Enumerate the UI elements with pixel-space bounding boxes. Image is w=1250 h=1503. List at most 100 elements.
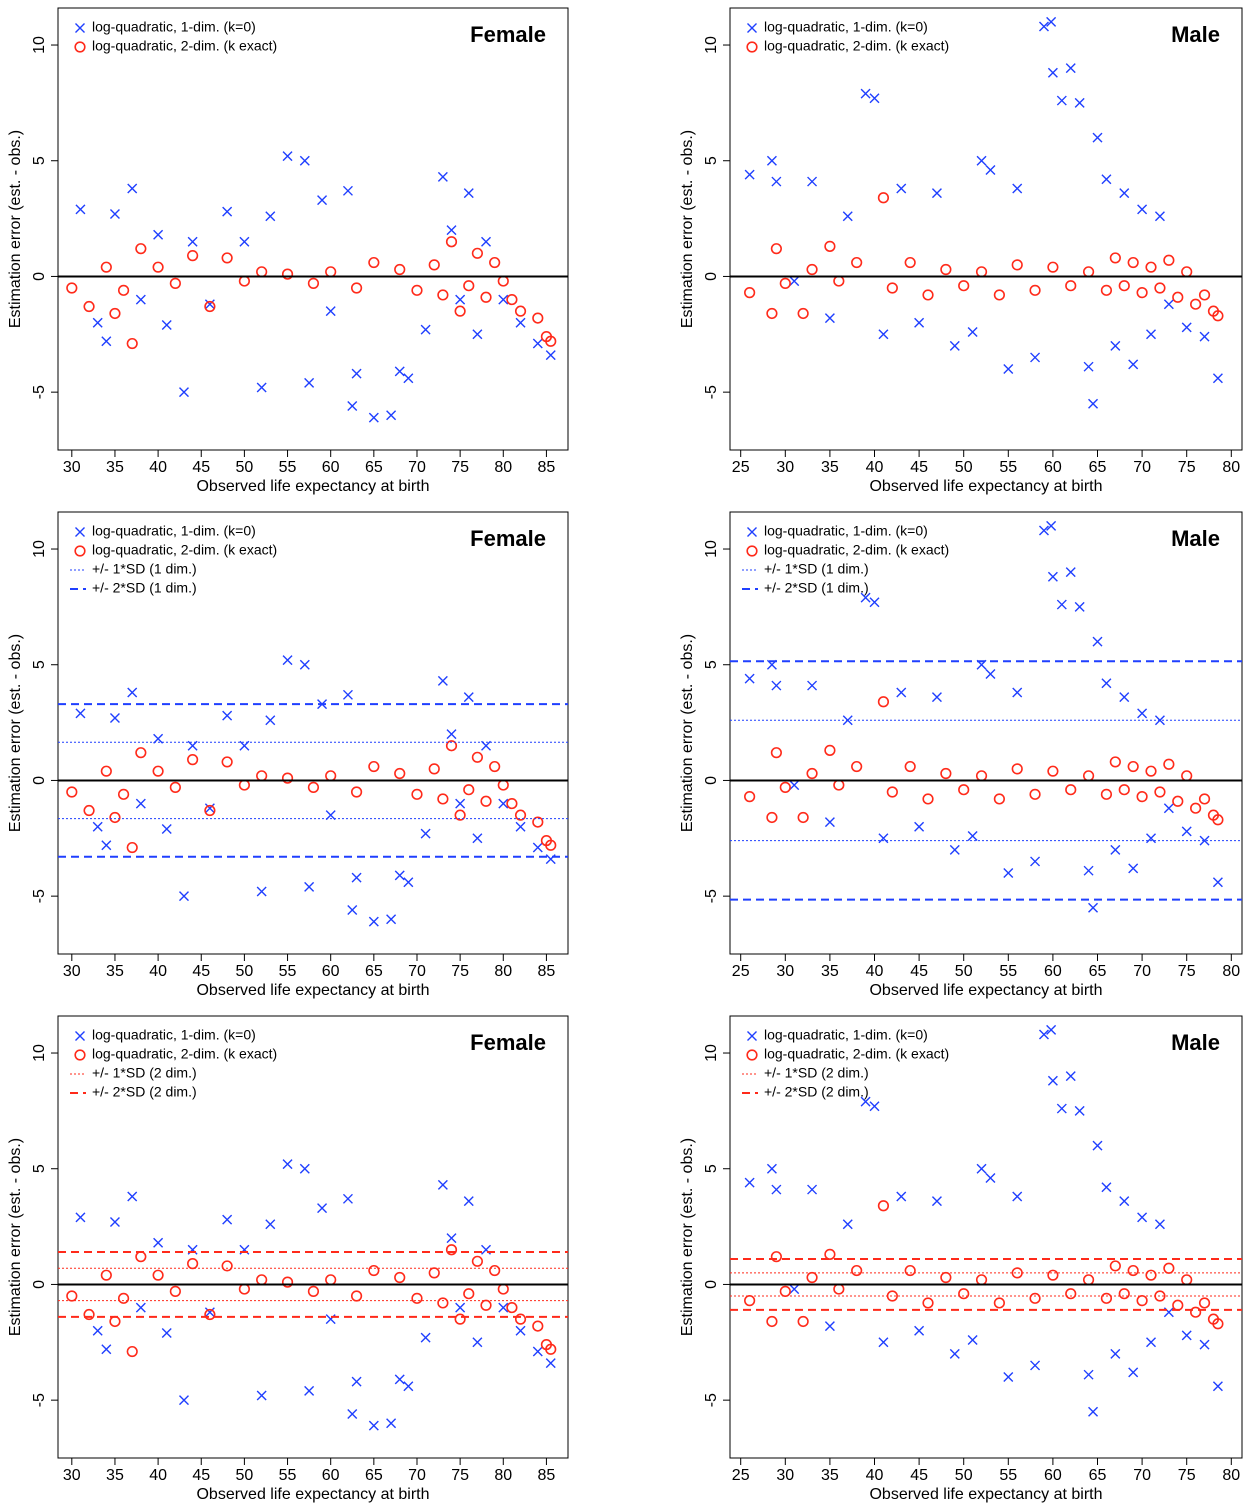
y-tick-label: 0 <box>703 1280 720 1289</box>
o-marker <box>1082 1274 1095 1286</box>
o-marker <box>922 793 934 805</box>
x-marker <box>747 527 757 537</box>
x-marker <box>1046 16 1057 27</box>
o-marker <box>514 305 527 317</box>
x-tick-label: 45 <box>192 963 210 980</box>
x-marker <box>347 1409 358 1420</box>
o-marker <box>532 1320 544 1332</box>
x-tick-label: 65 <box>1089 963 1107 980</box>
x-marker <box>282 151 293 162</box>
o-marker <box>1136 1295 1148 1307</box>
o-marker <box>766 811 778 824</box>
x-marker <box>455 798 466 809</box>
x-marker <box>1146 833 1157 844</box>
x-marker <box>766 1163 777 1174</box>
x-marker <box>1012 1191 1023 1202</box>
x-marker <box>394 1374 405 1385</box>
o-marker <box>1100 284 1113 296</box>
o-marker <box>454 305 466 317</box>
x-marker <box>347 905 358 916</box>
o-marker <box>1181 266 1193 278</box>
x-marker <box>304 377 315 388</box>
o-marker <box>975 266 988 278</box>
o-marker <box>1154 786 1166 798</box>
x-tick-label: 60 <box>1044 1467 1062 1484</box>
o-marker <box>411 284 423 296</box>
x-marker <box>1047 571 1058 582</box>
o-marker <box>1212 814 1224 826</box>
x-marker <box>789 276 800 287</box>
x-marker <box>351 872 362 883</box>
x-marker <box>368 1420 379 1431</box>
x-marker <box>896 183 907 194</box>
x-tick-label: 50 <box>235 963 253 980</box>
x-marker <box>368 916 379 927</box>
o-marker <box>489 760 501 773</box>
o-marker <box>1136 791 1148 803</box>
x-marker <box>949 1348 960 1359</box>
x-marker <box>860 592 871 603</box>
x-tick-label: 50 <box>235 1467 253 1484</box>
x-axis-label: Observed life expectancy at birth <box>869 982 1102 999</box>
x-marker <box>351 1376 362 1387</box>
o-marker <box>66 1290 78 1302</box>
o-marker <box>851 1264 863 1277</box>
x-marker <box>204 803 215 814</box>
x-axis-label: Observed life expectancy at birth <box>869 1486 1102 1503</box>
y-tick-label: 5 <box>703 156 720 165</box>
x-marker <box>878 1337 889 1348</box>
o-marker <box>256 1274 268 1286</box>
o-marker <box>66 282 78 294</box>
x-marker <box>127 1191 138 1202</box>
x-tick-label: 60 <box>322 1467 340 1484</box>
x-marker <box>481 236 492 247</box>
x-marker <box>1030 352 1041 363</box>
o-marker <box>394 767 406 780</box>
o-marker <box>100 261 112 273</box>
legend-label: log-quadratic, 2-dim. (k exact) <box>92 542 277 558</box>
legend-label: log-quadratic, 1-dim. (k=0) <box>92 1027 256 1043</box>
o-marker <box>428 1267 440 1279</box>
x-marker <box>1003 868 1014 878</box>
o-marker <box>325 770 337 782</box>
y-tick-label: 5 <box>31 660 48 669</box>
o-marker <box>445 236 458 248</box>
x-tick-label: 55 <box>999 1467 1017 1484</box>
legend-label: +/- 1*SD (1 dim.) <box>764 561 869 577</box>
o-marker <box>1127 1264 1139 1277</box>
panel: 30 35 40 45 50 55 60 65 70 75 80 85 -5 0 5 10 Observed l… <box>7 1015 569 1503</box>
x-marker <box>744 1177 755 1188</box>
x-marker <box>75 1031 85 1041</box>
x-marker <box>931 188 942 199</box>
legend-label: log-quadratic, 1-dim. (k=0) <box>764 19 928 35</box>
x-marker <box>1119 188 1130 199</box>
o-marker <box>514 1313 527 1325</box>
o-marker <box>922 289 934 301</box>
o-marker <box>975 1274 988 1286</box>
o-marker <box>877 1200 890 1212</box>
x-marker <box>1074 97 1085 108</box>
o-marker <box>187 754 199 766</box>
x-marker <box>463 1196 474 1207</box>
x-marker <box>747 1031 757 1041</box>
x-axis-label: Observed life expectancy at birth <box>196 1486 429 1503</box>
x-marker <box>101 1344 112 1355</box>
x-marker <box>1092 636 1103 647</box>
x-marker <box>403 877 414 888</box>
o-marker <box>1118 1288 1130 1300</box>
o-marker <box>1190 1306 1202 1318</box>
o-marker <box>1109 756 1121 768</box>
x-tick-label: 35 <box>821 963 839 980</box>
plot-frame <box>729 7 1243 451</box>
o-marker <box>307 277 320 289</box>
x-tick-label: 65 <box>365 963 383 980</box>
panel: 25 30 35 40 45 50 55 60 65 70 75 80 -5 0 5 10 Observed l… <box>679 1015 1243 1503</box>
o-marker <box>187 1258 199 1270</box>
x-tick-label: 75 <box>451 459 469 476</box>
o-marker <box>770 243 782 255</box>
o-marker <box>221 252 233 264</box>
legend-label: log-quadratic, 2-dim. (k exact) <box>92 1046 277 1062</box>
o-marker <box>368 760 380 773</box>
o-marker <box>904 1264 916 1277</box>
x-marker <box>1088 1406 1099 1417</box>
